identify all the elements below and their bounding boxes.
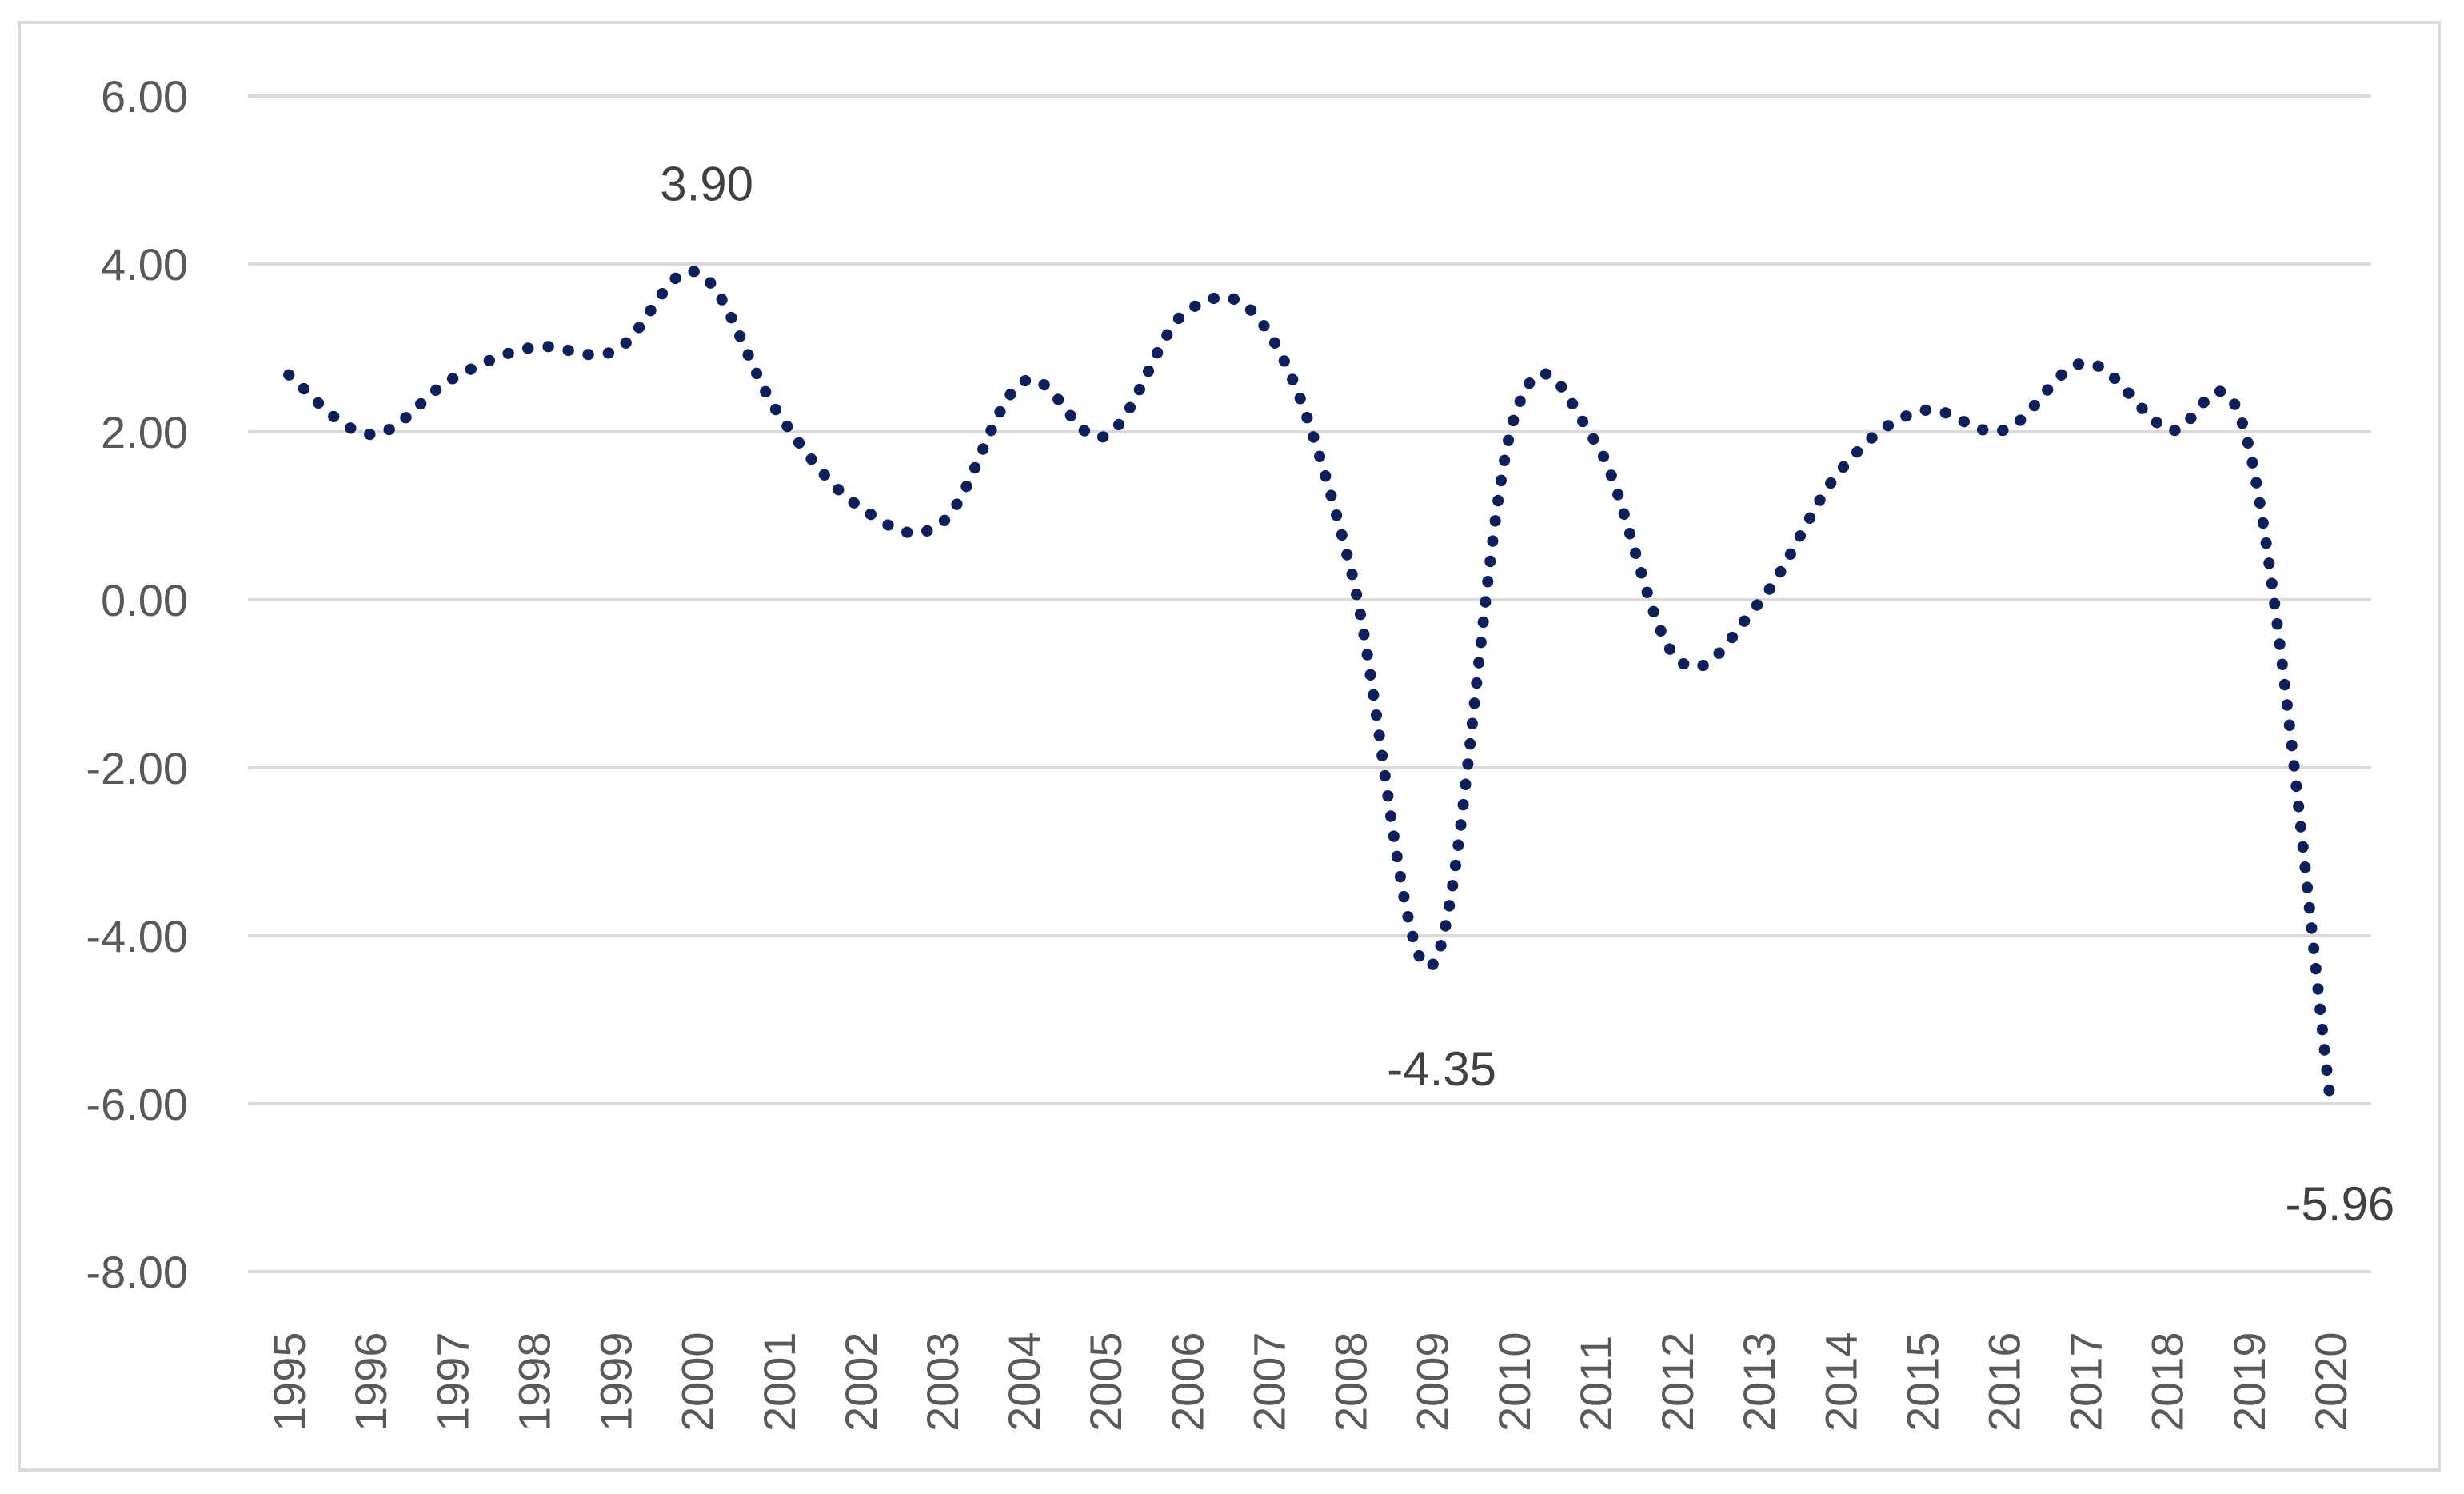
data-label: -5.96	[2286, 1177, 2395, 1231]
x-tick-label: 2014	[1815, 1332, 1866, 1432]
x-tick-label: 2017	[2061, 1332, 2111, 1432]
x-tick-label: 1999	[591, 1332, 641, 1432]
y-tick-label: -8.00	[86, 1247, 188, 1297]
x-tick-label: 2000	[673, 1332, 723, 1432]
x-tick-label: 2008	[1326, 1332, 1376, 1432]
y-tick-label: -6.00	[86, 1079, 188, 1129]
x-tick-label: 2011	[1571, 1336, 1621, 1432]
x-tick-label: 2007	[1244, 1332, 1294, 1432]
x-tick-label: 2003	[917, 1332, 968, 1432]
x-tick-label: 2009	[1408, 1332, 1458, 1432]
y-tick-label: 0.00	[101, 575, 188, 625]
data-label: -4.35	[1387, 1042, 1496, 1096]
x-tick-label: 2010	[1489, 1332, 1540, 1432]
x-tick-label: 2018	[2143, 1332, 2193, 1432]
data-label: 3.90	[660, 158, 753, 211]
x-tick-label: 2002	[836, 1332, 886, 1432]
x-tick-label: 1998	[509, 1332, 559, 1432]
y-tick-label: -4.00	[86, 911, 188, 961]
y-tick-label: -2.00	[86, 743, 188, 793]
x-tick-label: 2020	[2306, 1332, 2356, 1432]
x-tick-label: 2001	[754, 1332, 805, 1432]
x-tick-label: 2019	[2224, 1332, 2274, 1432]
x-tick-label: 1997	[427, 1332, 477, 1432]
x-tick-label: 2012	[1652, 1332, 1703, 1432]
x-tick-label: 1996	[345, 1332, 396, 1432]
x-tick-label: 2006	[1162, 1332, 1212, 1432]
x-tick-label: 2005	[1080, 1332, 1131, 1432]
x-tick-label: 1995	[264, 1332, 314, 1432]
y-tick-label: 2.00	[101, 407, 188, 457]
x-tick-label: 2015	[1897, 1332, 1947, 1432]
y-tick-label: 6.00	[101, 71, 188, 122]
x-tick-label: 2004	[999, 1332, 1049, 1432]
y-tick-label: 4.00	[101, 239, 188, 290]
x-tick-label: 2016	[1979, 1332, 2029, 1432]
series-line	[283, 266, 2336, 1106]
x-tick-label: 2013	[1734, 1332, 1784, 1432]
